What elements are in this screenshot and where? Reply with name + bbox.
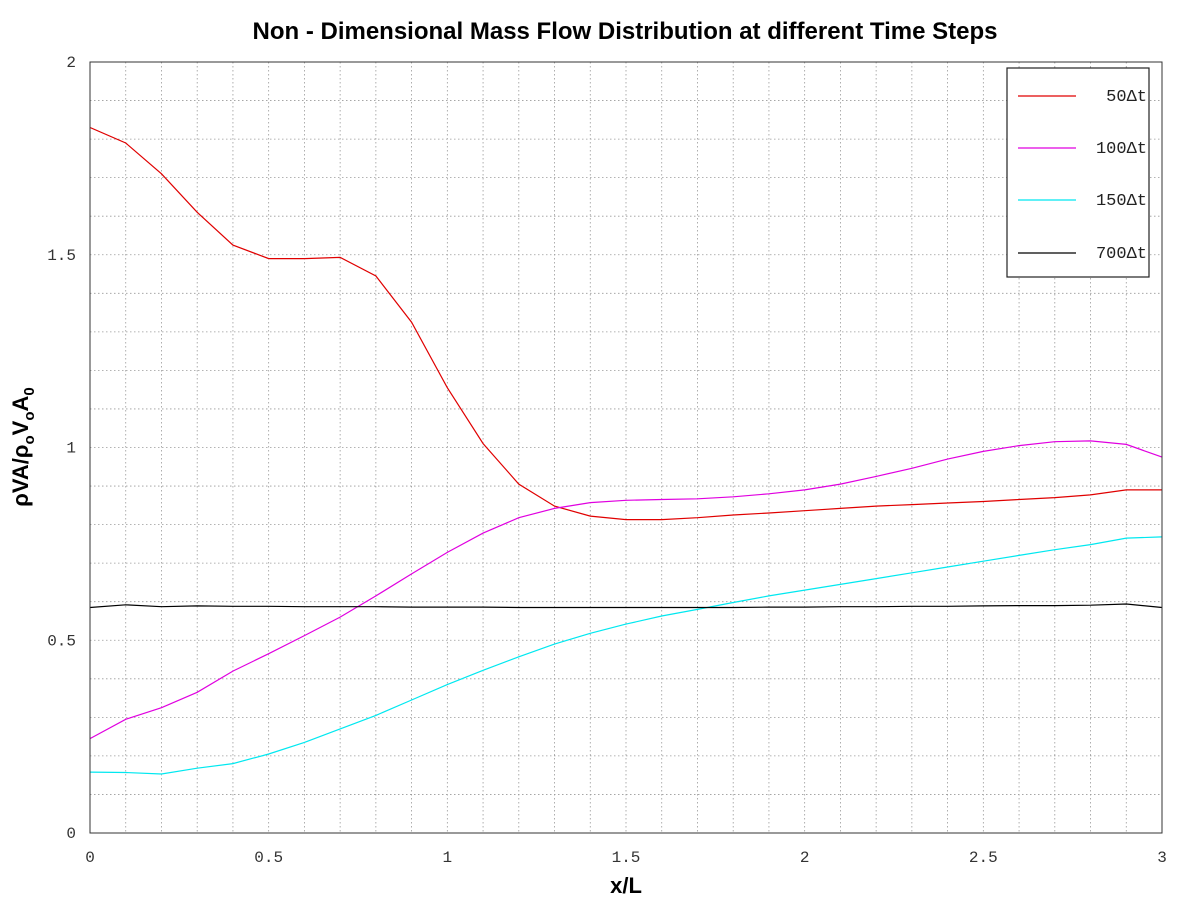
chart-title: Non - Dimensional Mass Flow Distribution… bbox=[253, 18, 998, 45]
legend-label: 50Δt bbox=[1096, 88, 1147, 107]
x-tick-label: 3 bbox=[1157, 849, 1167, 867]
plot-frame bbox=[89, 61, 1163, 834]
x-tick-labels: 0 0.5 1 1.5 2 2.5 3 bbox=[85, 849, 1167, 867]
x-tick-label: 0.5 bbox=[254, 849, 283, 867]
legend: 50Δt 100Δt 150Δt 700Δt bbox=[1006, 67, 1150, 278]
series-line-700dt bbox=[89, 603, 1163, 609]
y-tick-label: 2 bbox=[66, 54, 76, 72]
series-line-100dt bbox=[89, 440, 1163, 740]
y-tick-label: 0.5 bbox=[47, 632, 76, 650]
x-axis-label: x/L bbox=[610, 873, 642, 898]
y-label-part-3: A bbox=[8, 395, 33, 411]
series-lines bbox=[89, 126, 1163, 775]
legend-label: 150Δt bbox=[1096, 192, 1147, 211]
x-tick-label: 1.5 bbox=[612, 849, 641, 867]
y-axis-label: ρVA/ρoVoA0 bbox=[8, 387, 38, 507]
x-tick-label: 2.5 bbox=[969, 849, 998, 867]
legend-label: 100Δt bbox=[1096, 140, 1147, 159]
y-tick-label: 1 bbox=[66, 440, 76, 458]
x-tick-label: 2 bbox=[800, 849, 810, 867]
y-label-sub-1: o bbox=[21, 435, 38, 444]
y-label-part-2: V bbox=[8, 420, 33, 435]
y-tick-labels: 0 0.5 1 1.5 2 bbox=[47, 54, 76, 843]
series-line-150dt bbox=[89, 536, 1163, 775]
series-line-50dt bbox=[89, 126, 1162, 521]
y-label-sub-2: o bbox=[21, 411, 38, 420]
grid-lines bbox=[90, 62, 1162, 833]
y-label-part-1: ρVA/ρ bbox=[8, 445, 33, 507]
x-tick-label: 1 bbox=[443, 849, 453, 867]
x-tick-label: 0 bbox=[85, 849, 95, 867]
legend-label: 700Δt bbox=[1096, 245, 1147, 264]
legend-box bbox=[1006, 67, 1150, 278]
y-tick-label: 0 bbox=[66, 825, 76, 843]
y-label-sub-3: 0 bbox=[21, 387, 38, 395]
y-tick-label: 1.5 bbox=[47, 247, 76, 265]
